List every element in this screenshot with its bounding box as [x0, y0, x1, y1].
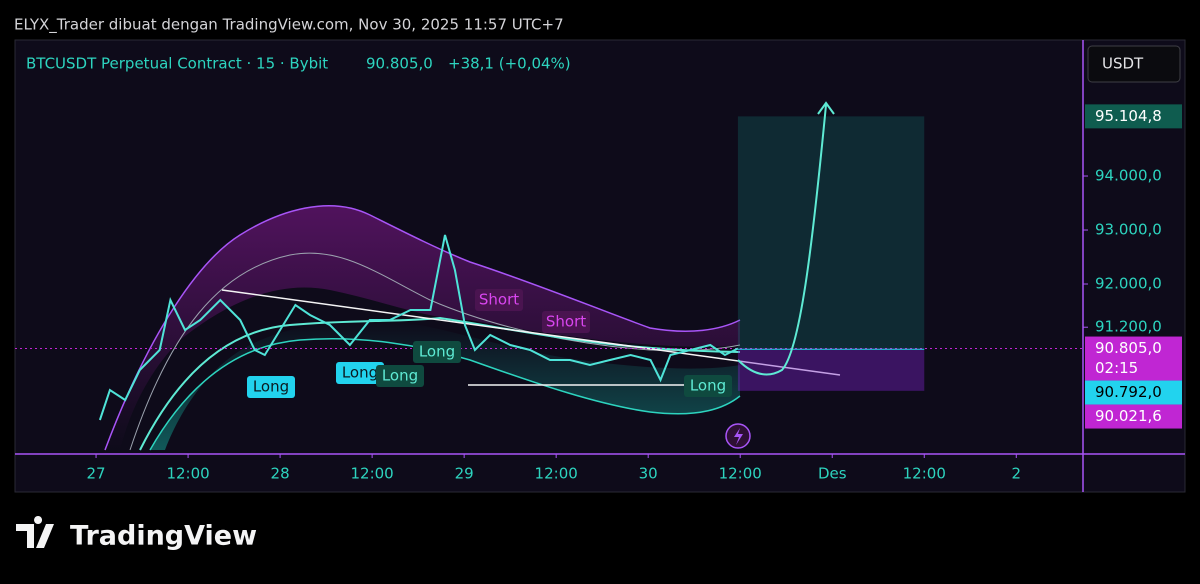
header-text: ELYX_Trader dibuat dengan TradingView.co…: [14, 16, 564, 35]
signal-tag: [413, 341, 461, 363]
signal-label: Short: [479, 291, 519, 309]
signal-tag: [247, 376, 295, 398]
projection: [737, 104, 827, 376]
signal-label: Long: [253, 378, 289, 396]
signal-label: Long: [342, 364, 378, 382]
price-tag-label: 90.021,6: [1095, 407, 1162, 425]
price-tag: [1085, 336, 1182, 381]
x-tick-label: 12:00: [719, 465, 762, 483]
signal-label: Short: [546, 313, 586, 331]
symbol-change: +38,1 (+0,04%): [448, 55, 571, 73]
price-line: [98, 234, 739, 421]
projection-arrow: [817, 101, 835, 115]
price-tag-label: 90.805,0: [1095, 339, 1162, 357]
signal-tag: [376, 365, 424, 387]
alert-icon-bolt: [734, 428, 743, 445]
y-tick-label: 91.200,0: [1095, 318, 1162, 336]
take-profit-zone: [737, 116, 925, 349]
y-tick-label: 94.000,0: [1095, 167, 1162, 185]
x-tick-label: 12:00: [535, 465, 578, 483]
price-tag-label: 95.104,8: [1095, 107, 1162, 125]
trendline: [221, 289, 841, 376]
y-tick-label: 92.000,0: [1095, 275, 1162, 293]
signal-tag: [475, 289, 523, 311]
signal-label: Long: [690, 377, 726, 395]
chart-panel: [14, 39, 1186, 493]
upper-band: [105, 205, 740, 450]
symbol-name: BTCUSDT Perpetual Contract · 15 · Bybit: [26, 55, 328, 73]
upper-band-line: [104, 205, 741, 451]
logo-mark: [16, 516, 54, 548]
brand-logo: [16, 516, 54, 548]
signal-label: Long: [419, 343, 455, 361]
countdown: 02:15: [1095, 359, 1138, 377]
signal-tag: [542, 311, 590, 333]
brand-name: TradingView: [70, 521, 257, 552]
signal-tag: [336, 362, 384, 384]
x-tick-label: 28: [271, 465, 290, 483]
x-tick-label: 12:00: [903, 465, 946, 483]
x-tick-label: 29: [455, 465, 474, 483]
price-tag-label: 90.792,0: [1095, 383, 1162, 401]
price-tag: [1085, 404, 1182, 429]
x-tick-label: 30: [639, 465, 658, 483]
price-tag: [1085, 380, 1182, 405]
symbol-price: 90.805,0: [366, 55, 433, 73]
price-tag: [1085, 104, 1182, 129]
x-tick-label: 27: [87, 465, 106, 483]
x-tick-label: 12:00: [351, 465, 394, 483]
x-tick-label: Des: [818, 465, 847, 483]
currency-button[interactable]: [1087, 45, 1181, 83]
plot-marks: [15, 116, 1083, 421]
stop-loss-zone: [737, 348, 925, 391]
x-tick-label: 2: [1012, 465, 1022, 483]
signal-label: Long: [382, 367, 418, 385]
signal-tag: [684, 375, 732, 397]
currency-label: USDT: [1102, 55, 1144, 73]
x-tick-label: 12:00: [166, 465, 209, 483]
y-tick-label: 93.000,0: [1095, 221, 1162, 239]
